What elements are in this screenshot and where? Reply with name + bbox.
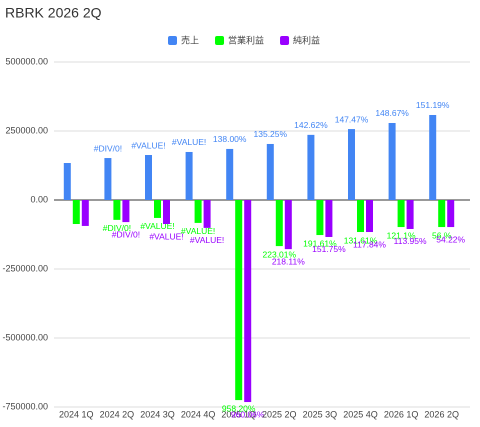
data-label: 121.1% — [387, 230, 416, 240]
bar — [145, 155, 152, 200]
x-tick-label: 2025 1Q — [221, 409, 256, 419]
data-label: 151.75% — [312, 244, 346, 254]
bar — [357, 200, 364, 233]
legend-label: 純利益 — [293, 34, 320, 45]
bar — [447, 200, 455, 228]
data-label: 960.06% — [231, 409, 265, 419]
data-label: 151.19% — [416, 100, 450, 110]
bar — [316, 200, 324, 236]
bar — [72, 200, 80, 225]
data-label: 138.00% — [213, 134, 247, 144]
data-label: #VALUE! — [140, 221, 174, 231]
bar — [194, 200, 202, 223]
bar — [104, 158, 112, 200]
x-tick-label: 2024 2Q — [100, 409, 135, 419]
bar — [63, 163, 71, 200]
chart-title: RBRK 2026 2Q — [5, 5, 102, 21]
x-tick-label: 2026 2Q — [424, 409, 459, 419]
legend-label: 売上 — [181, 34, 199, 45]
data-label: 135.25% — [254, 129, 288, 139]
bar — [266, 143, 274, 200]
y-tick-label: -750000.00 — [2, 401, 48, 411]
bar — [388, 122, 396, 200]
bar — [163, 200, 170, 225]
data-label: #DIV/0! — [103, 223, 131, 233]
data-label: 117.84% — [353, 239, 386, 249]
data-label: #VALUE! — [190, 235, 224, 245]
x-tick-label: 2025 4Q — [343, 409, 378, 419]
data-label: 54.22% — [436, 234, 465, 244]
data-label: 142.62% — [294, 120, 328, 130]
x-tick-label: 2024 3Q — [140, 409, 175, 419]
y-tick-label: 500000.00 — [5, 56, 48, 66]
data-label: 191.61% — [303, 238, 337, 248]
bar — [325, 200, 333, 237]
data-label: #VALUE! — [149, 231, 183, 241]
x-tick-label: 2025 2Q — [262, 409, 297, 419]
bar — [438, 200, 446, 228]
y-tick-label: -500000.00 — [2, 332, 48, 342]
bar — [122, 200, 130, 223]
bar — [81, 200, 89, 226]
bar — [113, 200, 121, 220]
y-tick-label: 250000.00 — [5, 125, 48, 135]
data-label: #DIV/0! — [94, 143, 122, 153]
data-label: 223.01% — [263, 249, 297, 259]
data-label: 147.47% — [335, 114, 369, 124]
bar — [235, 200, 243, 401]
bar — [406, 200, 414, 229]
bar — [185, 151, 193, 200]
bar — [154, 200, 161, 218]
data-label: 131.61% — [344, 235, 378, 245]
data-label: 148.67% — [375, 108, 409, 118]
bar — [429, 114, 437, 200]
data-label: 958.20% — [222, 403, 256, 413]
data-label: 113.95% — [394, 236, 427, 246]
data-label: 56.% — [432, 230, 452, 240]
data-label: #DIV/0! — [112, 229, 140, 239]
x-tick-label: 2025 3Q — [303, 409, 338, 419]
data-label: #VALUE! — [181, 226, 215, 236]
x-tick-label: 2026 1Q — [384, 409, 419, 419]
bar — [397, 200, 405, 228]
x-tick-label: 2024 1Q — [59, 409, 94, 419]
data-label: #VALUE! — [131, 140, 165, 150]
legend-swatch — [280, 36, 290, 45]
legend-swatch — [215, 36, 225, 45]
data-label: 218.11% — [272, 256, 305, 266]
legend-swatch — [168, 36, 177, 45]
bar — [244, 200, 252, 403]
y-tick-label: 0.00 — [30, 194, 48, 204]
bar — [284, 200, 292, 250]
y-tick-label: -250000.00 — [2, 263, 48, 273]
x-tick-label: 2024 4Q — [181, 409, 216, 419]
bar — [275, 200, 283, 247]
bar — [226, 148, 234, 200]
legend-label: 営業利益 — [228, 34, 264, 45]
bar — [203, 200, 211, 228]
bar — [307, 134, 315, 200]
bar — [348, 129, 355, 200]
data-label: #VALUE! — [172, 137, 206, 147]
bar — [366, 200, 373, 233]
